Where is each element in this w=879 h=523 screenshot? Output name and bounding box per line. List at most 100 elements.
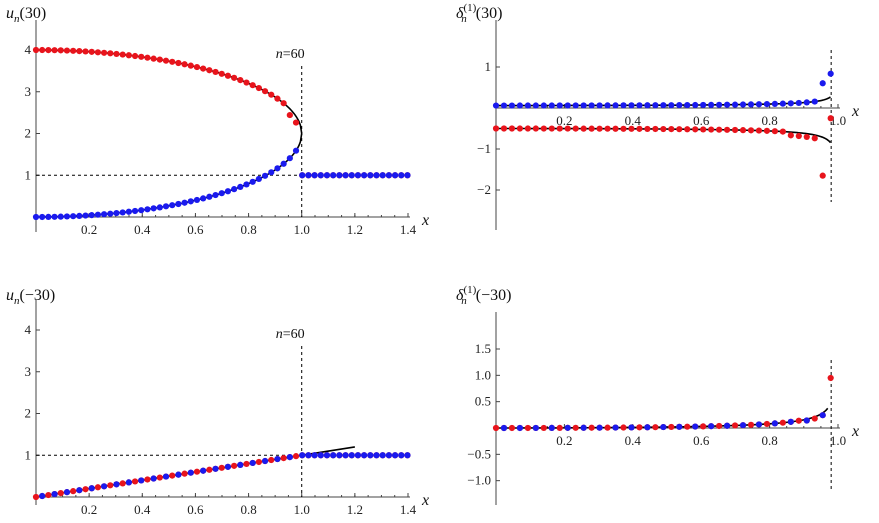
- red-dot: [708, 126, 715, 133]
- red-dot: [193, 468, 201, 475]
- red-dot: [604, 424, 611, 431]
- blue-dot: [138, 207, 145, 214]
- red-dot: [280, 454, 287, 462]
- red-dot: [779, 419, 786, 426]
- y-axis-label: δ(1) n (−30): [456, 284, 511, 307]
- red-dot: [692, 126, 699, 133]
- blue-dot: [398, 452, 405, 459]
- red-dot: [596, 125, 603, 132]
- red-dot: [45, 491, 52, 499]
- blue-dot: [187, 469, 194, 476]
- blue-dot: [819, 80, 826, 87]
- red-dot: [700, 423, 707, 430]
- blue-dot: [317, 172, 324, 179]
- red-dot: [556, 424, 563, 431]
- blue-dot: [336, 452, 343, 459]
- red-dot: [125, 52, 132, 59]
- blue-dot: [292, 147, 300, 154]
- x-tick-label: 0.8: [240, 502, 256, 517]
- x-tick-label: 0.4: [134, 222, 151, 237]
- blue-dot: [739, 422, 747, 429]
- red-dot: [827, 115, 834, 122]
- blue-dot: [39, 492, 46, 500]
- red-dot: [268, 456, 275, 464]
- red-dot: [76, 48, 83, 55]
- red-dot: [169, 58, 176, 65]
- red-dot: [827, 374, 834, 382]
- blue-dot: [652, 102, 659, 109]
- red-dot: [131, 52, 139, 60]
- blue-dot: [500, 102, 508, 109]
- red-dot: [57, 490, 64, 497]
- red-dot: [138, 53, 145, 60]
- blue-dot: [268, 169, 275, 176]
- red-dot: [795, 132, 802, 140]
- blue-dot: [708, 423, 715, 430]
- red-dot: [119, 51, 126, 58]
- blue-dot: [676, 423, 683, 430]
- x-tick-label: 1.0: [294, 222, 310, 237]
- red-dot: [255, 84, 262, 92]
- x-tick-label: 0.8: [761, 433, 777, 448]
- red-dot: [700, 126, 707, 133]
- blue-dot: [299, 172, 306, 179]
- y-tick-label: 2: [25, 406, 32, 421]
- blue-dot: [373, 452, 380, 459]
- blue-dot: [125, 208, 132, 215]
- blue-dot: [76, 212, 83, 219]
- blue-dot: [243, 181, 250, 188]
- red-dot: [45, 46, 52, 54]
- x-tick-label: 1.0: [830, 433, 846, 448]
- red-dot: [181, 61, 188, 68]
- blue-dot: [771, 420, 779, 427]
- red-dot: [162, 57, 170, 64]
- x-axis-label: x: [421, 212, 429, 229]
- red-dot: [70, 47, 77, 54]
- red-dot: [564, 125, 571, 132]
- blue-dot: [311, 172, 318, 179]
- red-dot: [739, 127, 747, 134]
- red-dot: [508, 424, 516, 432]
- blue-dot: [113, 209, 120, 217]
- y-axis-label: un(−30): [6, 287, 55, 307]
- x-tick-label: 0.2: [81, 222, 97, 237]
- blue-dot: [779, 100, 786, 107]
- y-axis-label: δ(1) n (30): [456, 2, 502, 25]
- blue-dot: [668, 102, 675, 109]
- red-dot: [819, 172, 826, 179]
- blue-dot: [255, 175, 262, 183]
- blue-dot: [361, 452, 368, 459]
- red-dot: [636, 424, 643, 431]
- blue-dot: [113, 481, 120, 488]
- blue-dot: [175, 200, 182, 208]
- red-dot: [218, 70, 225, 77]
- blue-dot: [305, 452, 312, 459]
- blue-dot: [379, 172, 386, 179]
- y-tick-label: −1: [477, 141, 491, 156]
- blue-dot: [224, 463, 232, 470]
- red-dot: [274, 95, 281, 102]
- red-dot: [548, 125, 555, 132]
- blue-dot: [385, 172, 392, 179]
- red-dot: [144, 476, 151, 483]
- red-dot: [255, 458, 262, 466]
- red-dot: [175, 59, 182, 67]
- curve-upper: [36, 49, 303, 134]
- red-dot: [224, 72, 232, 79]
- y-axis-label: un(30): [6, 5, 46, 25]
- blue-dot: [45, 213, 52, 221]
- blue-dot: [200, 467, 207, 474]
- blue-dot: [286, 155, 293, 162]
- y-tick-label: 2: [25, 126, 32, 141]
- red-dot: [684, 126, 691, 133]
- blue-dot: [373, 172, 380, 179]
- blue-dot: [385, 452, 392, 459]
- blue-dot: [336, 172, 343, 179]
- red-dot: [803, 133, 810, 141]
- red-dot: [524, 424, 531, 432]
- blue-dot: [206, 193, 213, 200]
- blue-dot: [162, 473, 170, 480]
- blue-dot: [572, 102, 579, 109]
- red-dot: [286, 111, 293, 119]
- blue-dot: [348, 172, 355, 179]
